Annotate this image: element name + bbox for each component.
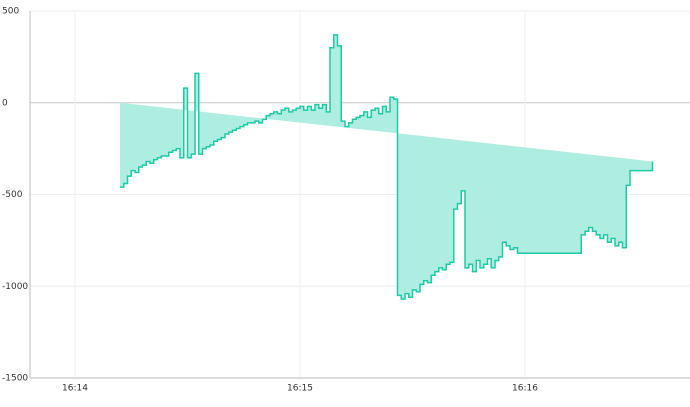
- y-tick-label: -500: [2, 190, 23, 200]
- y-tick-label: -1500: [2, 374, 28, 384]
- x-tick-label: 16:15: [287, 384, 313, 394]
- x-tick-label: 16:16: [512, 384, 538, 394]
- x-tick-label: 16:14: [62, 384, 88, 394]
- y-tick-label: 500: [2, 7, 19, 17]
- y-tick-label: 0: [2, 98, 8, 108]
- area: [120, 34, 653, 300]
- y-tick-label: -1000: [2, 282, 28, 292]
- line: [120, 34, 654, 300]
